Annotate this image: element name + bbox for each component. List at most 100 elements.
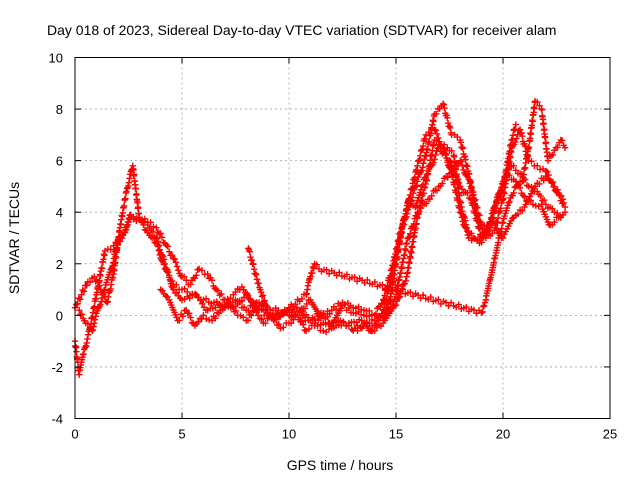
data-point [92, 313, 99, 320]
data-point [469, 201, 477, 209]
data-point [505, 199, 512, 206]
data-point [523, 153, 531, 161]
data-point [537, 192, 544, 200]
data-point [398, 265, 406, 272]
data-point [538, 106, 546, 114]
data-point [529, 118, 536, 125]
data-point [440, 101, 447, 108]
data-point [263, 302, 270, 309]
data-point [457, 157, 464, 164]
data-point [527, 197, 535, 204]
data-point [354, 322, 361, 329]
data-point [412, 183, 419, 190]
data-point [378, 300, 385, 307]
data-point [556, 191, 563, 199]
data-point [406, 259, 413, 267]
data-point [427, 293, 434, 301]
data-point [418, 167, 425, 174]
data-point [417, 186, 425, 193]
data-point [337, 305, 345, 312]
data-point [401, 251, 408, 259]
data-point [381, 314, 388, 321]
data-point [272, 316, 280, 323]
y-tick-label: -4 [51, 412, 63, 427]
data-point [520, 171, 527, 178]
data-point [262, 319, 269, 327]
data-point [172, 259, 180, 266]
data-point [416, 156, 423, 164]
data-point [202, 295, 210, 302]
data-point [462, 156, 469, 163]
data-point [200, 312, 207, 319]
data-point [185, 310, 193, 317]
data-point [463, 172, 470, 179]
data-point [309, 263, 317, 271]
data-point [422, 135, 429, 143]
data-point [264, 306, 271, 313]
data-point [320, 327, 327, 335]
data-point [421, 155, 428, 163]
data-point [549, 205, 556, 212]
y-tick-label: 2 [56, 257, 63, 272]
data-point [154, 228, 161, 236]
data-point [447, 124, 454, 132]
data-point [277, 325, 284, 332]
data-point [214, 287, 222, 294]
data-point [478, 309, 485, 316]
data-point [237, 312, 244, 319]
data-point [489, 230, 496, 237]
data-point [467, 196, 475, 203]
data-point [433, 137, 440, 145]
data-point [551, 209, 558, 216]
data-point [203, 315, 210, 323]
data-point [529, 201, 537, 208]
data-point [395, 294, 403, 301]
data-point [140, 221, 147, 229]
data-point [489, 214, 496, 221]
data-point [243, 290, 251, 297]
data-point [439, 100, 447, 108]
data-point [78, 311, 86, 318]
data-point [287, 319, 295, 327]
data-point [553, 188, 560, 195]
data-point [433, 110, 440, 118]
data-point [518, 129, 525, 137]
data-point [415, 211, 422, 218]
data-point [279, 311, 286, 318]
y-tick-label: 4 [56, 205, 63, 220]
data-point [364, 323, 371, 330]
data-point [290, 316, 297, 323]
data-point [366, 312, 373, 320]
data-point [428, 192, 435, 200]
data-point [525, 144, 533, 151]
data-point [536, 102, 543, 109]
chart-title: Day 018 of 2023, Sidereal Day-to-day VTE… [47, 22, 556, 38]
data-point [337, 317, 344, 324]
data-point [160, 261, 168, 268]
data-point [560, 199, 567, 207]
data-point [187, 281, 194, 288]
data-point [403, 239, 410, 247]
data-point [168, 251, 176, 259]
data-point [509, 136, 516, 143]
data-point [258, 293, 266, 300]
data-point [364, 276, 371, 284]
data-point [435, 296, 442, 303]
data-point [187, 314, 194, 321]
data-point [454, 179, 461, 186]
data-point [280, 324, 287, 331]
data-point [253, 299, 261, 306]
data-point [519, 132, 526, 140]
x-tick-label: 5 [178, 427, 185, 442]
y-tick-label: 6 [56, 154, 63, 169]
data-point [450, 153, 458, 160]
data-point [463, 303, 470, 311]
data-point [343, 271, 351, 278]
data-point [351, 274, 358, 281]
data-point [476, 225, 483, 232]
x-tick-label: 0 [71, 427, 78, 442]
data-point [98, 265, 106, 272]
data-point [302, 311, 310, 318]
data-point [358, 325, 365, 332]
